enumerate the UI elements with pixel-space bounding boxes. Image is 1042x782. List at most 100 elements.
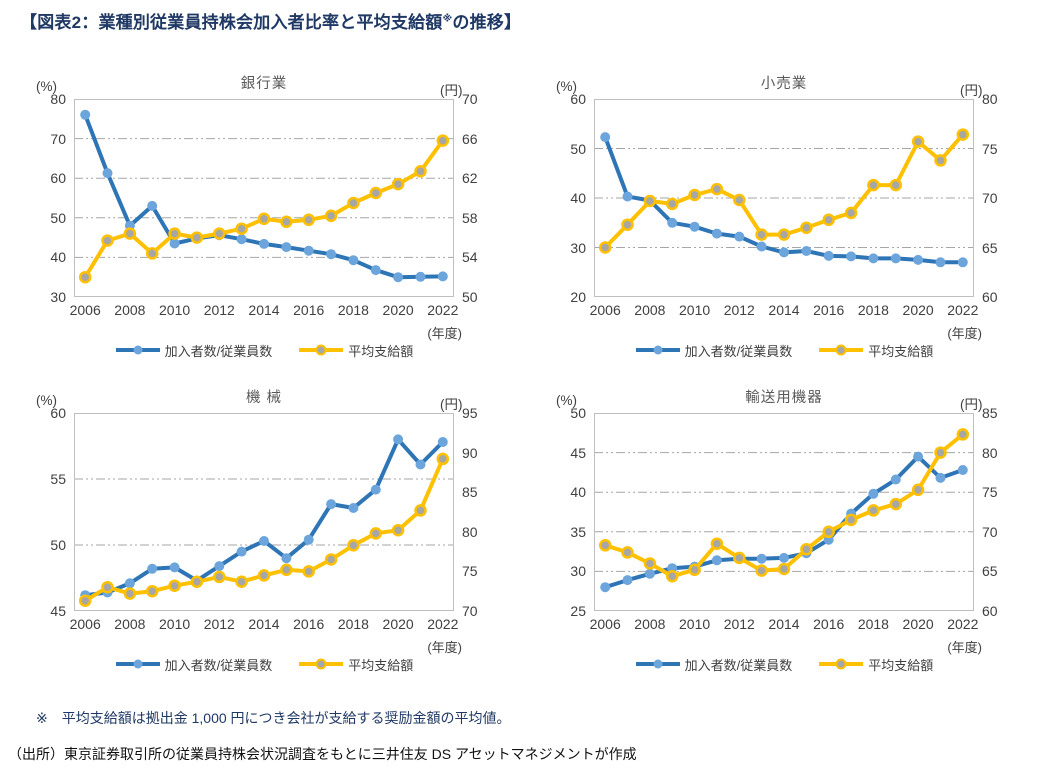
data-point-marker — [436, 452, 450, 466]
data-point-marker — [168, 579, 181, 592]
left-axis-tick-label: 50 — [50, 209, 66, 226]
data-point-marker — [391, 177, 405, 191]
x-axis-tick-label: 2012 — [203, 616, 235, 632]
data-point-marker — [913, 451, 924, 462]
right-axis-tick-label: 62 — [462, 170, 478, 187]
plot-border — [594, 99, 974, 297]
left-axis-tick-label: 60 — [50, 170, 66, 187]
footnote-note: ※ 平均支給額は拠出金 1,000 円につき会社が支給する奨励金額の平均値。 — [36, 710, 511, 726]
x-axis-tick-label: 2010 — [159, 616, 191, 632]
data-point-marker — [823, 250, 834, 261]
left-axis-unit-label: (%) — [556, 393, 577, 408]
x-axis-tick-label: 2020 — [382, 302, 414, 318]
page-title-suffix: の推移】 — [452, 13, 522, 32]
data-point-marker — [800, 542, 813, 556]
x-axis-tick-label: 2008 — [634, 302, 666, 318]
x-axis-tick-label: 2018 — [857, 302, 889, 318]
data-point-marker — [370, 265, 381, 276]
right-axis-tick-label: 65 — [982, 239, 998, 256]
legend-label-participation: 加入者数/従業員数 — [684, 657, 793, 673]
x-axis-tick-label: 2018 — [857, 616, 889, 632]
x-axis-tick-label: 2014 — [248, 302, 280, 318]
orange-line-marker-icon — [298, 658, 344, 670]
data-point-marker — [800, 221, 813, 234]
legend-item-payment: 平均支給額 — [818, 655, 933, 674]
data-point-marker — [733, 551, 746, 565]
data-point-marker — [281, 242, 292, 253]
data-point-marker — [415, 271, 426, 282]
legend-item-payment: 平均支給額 — [298, 655, 413, 674]
data-point-marker — [302, 213, 315, 227]
data-point-marker — [393, 434, 404, 445]
legend-item-payment: 平均支給額 — [818, 341, 933, 360]
data-point-marker — [369, 527, 383, 540]
left-axis-tick-label: 60 — [50, 405, 66, 421]
right-axis-tick-label: 80 — [462, 523, 478, 540]
data-point-marker — [391, 523, 405, 537]
legend-item-payment: 平均支給額 — [298, 341, 413, 360]
data-point-marker — [415, 459, 426, 470]
legend-item-participation: 加入者数/従業員数 — [635, 655, 793, 674]
data-point-marker — [414, 165, 427, 178]
data-point-marker — [913, 254, 924, 265]
x-axis-tick-label: 2010 — [159, 302, 191, 318]
data-point-marker — [147, 563, 158, 574]
data-point-marker — [867, 504, 880, 517]
orange-line-marker-icon — [298, 344, 344, 356]
data-point-marker — [145, 247, 159, 260]
data-point-marker — [734, 231, 745, 242]
x-axis-unit-label: (年度) — [947, 640, 982, 655]
legend-label-participation: 加入者数/従業員数 — [684, 343, 793, 359]
data-point-marker — [890, 253, 901, 264]
chart-legend: 加入者数/従業員数 平均支給額 — [44, 653, 484, 675]
x-axis-tick-label: 2018 — [337, 616, 369, 632]
data-point-marker — [756, 241, 767, 252]
chart-panel-transport-equipment: 輸送用機器 (%) (円) (年度) 加入者数/従業員数 平均支給額 50 45 4… — [530, 384, 1042, 680]
chart-canvas — [74, 99, 454, 297]
data-point-marker — [779, 247, 789, 258]
right-axis-tick-label: 54 — [462, 249, 478, 266]
data-point-marker — [665, 197, 679, 211]
data-point-marker — [347, 539, 360, 552]
x-axis-tick-label: 2022 — [947, 302, 979, 318]
right-axis-tick-label: 70 — [982, 190, 998, 206]
data-point-marker — [213, 570, 226, 584]
data-point-marker — [956, 128, 970, 141]
data-point-marker — [801, 246, 812, 256]
legend-item-participation: 加入者数/従業員数 — [115, 341, 272, 360]
data-point-marker — [711, 228, 722, 239]
data-point-marker — [868, 253, 879, 264]
data-point-marker — [347, 196, 360, 210]
data-point-marker — [303, 534, 314, 545]
x-axis-tick-label: 2016 — [293, 302, 325, 318]
data-point-marker — [257, 212, 271, 226]
data-point-marker — [370, 484, 381, 495]
right-axis-tick-label: 58 — [462, 209, 478, 226]
data-point-marker — [643, 557, 657, 570]
orange-line-marker-icon — [818, 344, 864, 356]
data-point-marker — [710, 537, 724, 550]
data-point-marker — [710, 182, 724, 196]
legend-label-payment: 平均支給額 — [348, 343, 414, 359]
blue-line-marker-icon — [115, 658, 161, 670]
data-point-marker — [600, 582, 611, 593]
data-point-marker — [779, 552, 789, 563]
chart-canvas — [594, 99, 974, 297]
right-axis-tick-label: 75 — [982, 140, 998, 157]
right-axis-tick-label: 75 — [982, 484, 998, 501]
chart-panel-retail: 小売業 (%) (円) (年度) 加入者数/従業員数 平均支給額 60 50 40 3… — [530, 70, 1042, 366]
blue-line-marker-icon — [635, 344, 681, 356]
left-axis-tick-label: 50 — [570, 140, 586, 157]
chart-grid: 銀行業 (%) (円) (年度) 加入者数/従業員数 平均支給額 80 70 60 5… — [10, 70, 1042, 680]
page-title-prefix: 【図表2：業種別従業員持株会加入者比率と平均支給額 — [20, 13, 443, 32]
page-title-superscript: ※ — [442, 13, 453, 25]
left-axis-tick-label: 25 — [570, 603, 586, 619]
data-point-marker — [688, 188, 701, 202]
data-point-marker — [643, 194, 657, 208]
right-axis-tick-label: 50 — [462, 289, 478, 305]
left-axis-tick-label: 40 — [50, 249, 66, 266]
chart-title: 銀行業 — [240, 76, 288, 92]
data-point-marker — [101, 580, 114, 594]
data-point-marker — [326, 499, 337, 510]
left-axis-tick-label: 40 — [570, 484, 586, 501]
